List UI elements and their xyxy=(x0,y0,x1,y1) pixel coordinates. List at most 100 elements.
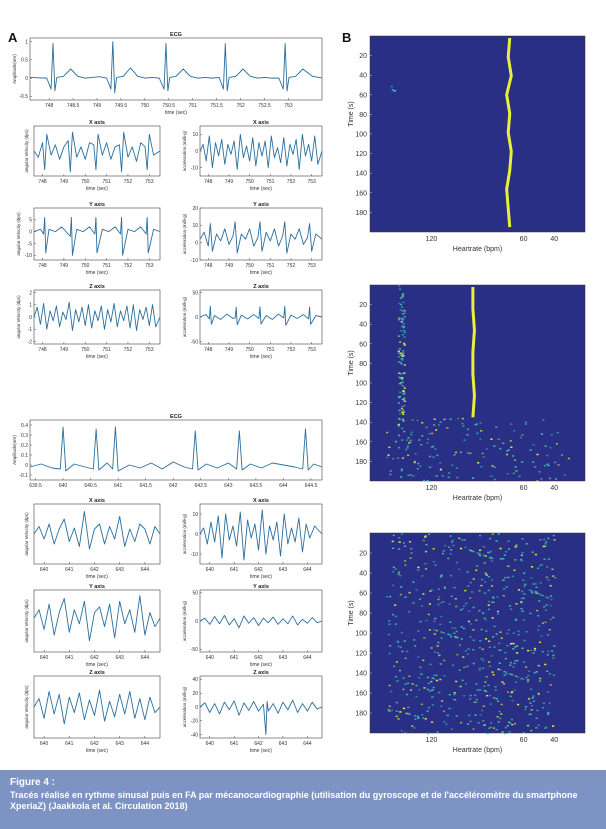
heatmap-cell xyxy=(402,398,405,401)
heatmap-cell xyxy=(544,445,547,447)
heatmap-cell xyxy=(520,677,523,680)
x-tick-label: 644.5 xyxy=(305,483,318,489)
heatmap-cell xyxy=(443,418,446,421)
heatmap-cell xyxy=(494,685,497,688)
heatmap-cell xyxy=(406,650,409,653)
heatmap-cell xyxy=(489,722,493,724)
heatmap-cell xyxy=(498,662,501,664)
heatmap-cell xyxy=(454,627,457,629)
y-tick-label: 0.1 xyxy=(21,453,28,459)
heatmap-cell xyxy=(514,546,517,548)
heatmap-cell xyxy=(499,547,502,550)
y-tick-label: 80 xyxy=(359,361,367,368)
y-axis-label: angular Velocity (dps) xyxy=(16,212,21,256)
heatmap-cell xyxy=(442,710,446,713)
x-tick-label: 753 xyxy=(284,103,293,109)
heatmap-cell xyxy=(483,581,487,583)
heatmap-cell xyxy=(388,620,391,622)
heatmap-cell xyxy=(478,667,482,670)
heatmap-cell xyxy=(410,552,413,554)
heatmap-cell xyxy=(547,537,550,540)
heatmap-cell xyxy=(481,709,484,712)
heatmap-cell xyxy=(516,659,519,662)
heatmap-cell xyxy=(509,673,512,675)
heatmap-cell xyxy=(514,646,517,648)
x-tick-label: 750 xyxy=(245,263,254,269)
heatmap-cell xyxy=(539,538,542,541)
heatmap-cell xyxy=(543,464,547,467)
x-tick-label: 639.5 xyxy=(29,483,42,489)
heatmap-cell xyxy=(388,684,391,687)
heatmap-cell xyxy=(524,708,527,711)
heatmap-cell xyxy=(430,680,433,683)
heatmap-cell xyxy=(400,329,403,332)
series-line xyxy=(33,689,161,725)
heatmap-cell xyxy=(489,694,492,697)
heatmap-cell xyxy=(403,330,406,332)
x-axis-label: Heartrate (bpm) xyxy=(453,246,502,253)
heatmap-cell xyxy=(545,596,548,598)
heatmap-cell xyxy=(552,534,555,537)
heatmap-cell xyxy=(538,641,542,644)
heatmap-cell xyxy=(524,421,528,424)
heatmap-cell xyxy=(529,713,532,716)
heatmap-cell xyxy=(404,657,407,660)
y-axis-label: angular Velocity (dps) xyxy=(24,599,29,643)
y-tick-label: 0 xyxy=(195,619,198,625)
heatmap-cell xyxy=(511,575,514,578)
heatmap-cell xyxy=(420,444,423,446)
caption-text: Tracés réalisé en rythme sinusal puis en… xyxy=(10,790,578,811)
heatmap-cell xyxy=(424,568,428,570)
heatmap-cell xyxy=(537,693,540,695)
heatmap-cell xyxy=(510,423,513,425)
heatmap-cell xyxy=(385,431,389,434)
heatmap-cell xyxy=(509,440,512,442)
heatmap-cell xyxy=(468,549,471,551)
heatmap-hr-spectrum-2: 20 40 60 80 100 120 140 160 180 120 60 40 Heartrate … xyxy=(348,284,586,502)
heatmap-cell xyxy=(526,649,530,652)
heatmap-cell xyxy=(504,576,507,579)
heatmap-cell xyxy=(461,539,464,541)
heatmap-cell xyxy=(516,676,519,678)
heatmap-cell xyxy=(420,703,423,706)
heatmap-cell xyxy=(401,457,405,459)
heatmap-cell xyxy=(505,586,508,588)
heatmap-cell xyxy=(417,630,420,632)
y-tick-label: 20 xyxy=(359,302,367,309)
heatmap-cell xyxy=(547,579,550,581)
heatmap-cell xyxy=(397,352,400,354)
heatmap-cell xyxy=(394,675,397,678)
heatmap-cell xyxy=(533,649,536,652)
heatmap-cell xyxy=(538,600,541,602)
heatmap-cell xyxy=(401,319,404,321)
y-tick-label: 0 xyxy=(29,315,32,321)
heatmap-hr-spectrum-3: 20 40 60 80 100 120 140 160 180 120 60 40 Heartrate … xyxy=(348,532,586,754)
x-tick-label: 644 xyxy=(303,567,312,573)
heatmap-cell xyxy=(399,646,403,648)
y-tick-label: 40 xyxy=(359,571,367,578)
x-tick-label: 643 xyxy=(116,655,125,661)
x-tick-label: 60 xyxy=(520,485,528,492)
heatmap-cell xyxy=(399,574,402,577)
heatmap-cell xyxy=(403,309,406,312)
heatmap-cell xyxy=(544,621,547,623)
x-tick-label: 752 xyxy=(124,347,133,353)
heatmap-cell xyxy=(505,671,508,674)
heatmap-cell xyxy=(399,309,402,311)
heatmap-cell xyxy=(488,646,491,649)
heatmap-cell xyxy=(459,721,463,724)
heatmap-cell xyxy=(403,640,406,642)
heatmap-cell xyxy=(567,457,570,460)
heatmap-cell xyxy=(443,586,446,588)
heatmap-cell xyxy=(537,625,541,627)
x-tick-label: 644 xyxy=(141,567,150,573)
heatmap-cell xyxy=(510,608,513,610)
x-tick-label: 643 xyxy=(279,567,288,573)
heatmap-cell xyxy=(472,629,475,631)
x-tick-label: 642 xyxy=(254,741,263,747)
heatmap-cell xyxy=(482,456,485,458)
heatmap-cell xyxy=(388,623,391,625)
heatmap-cell xyxy=(542,702,545,705)
heatmap-cell xyxy=(403,560,407,562)
heatmap-cell xyxy=(469,623,472,625)
